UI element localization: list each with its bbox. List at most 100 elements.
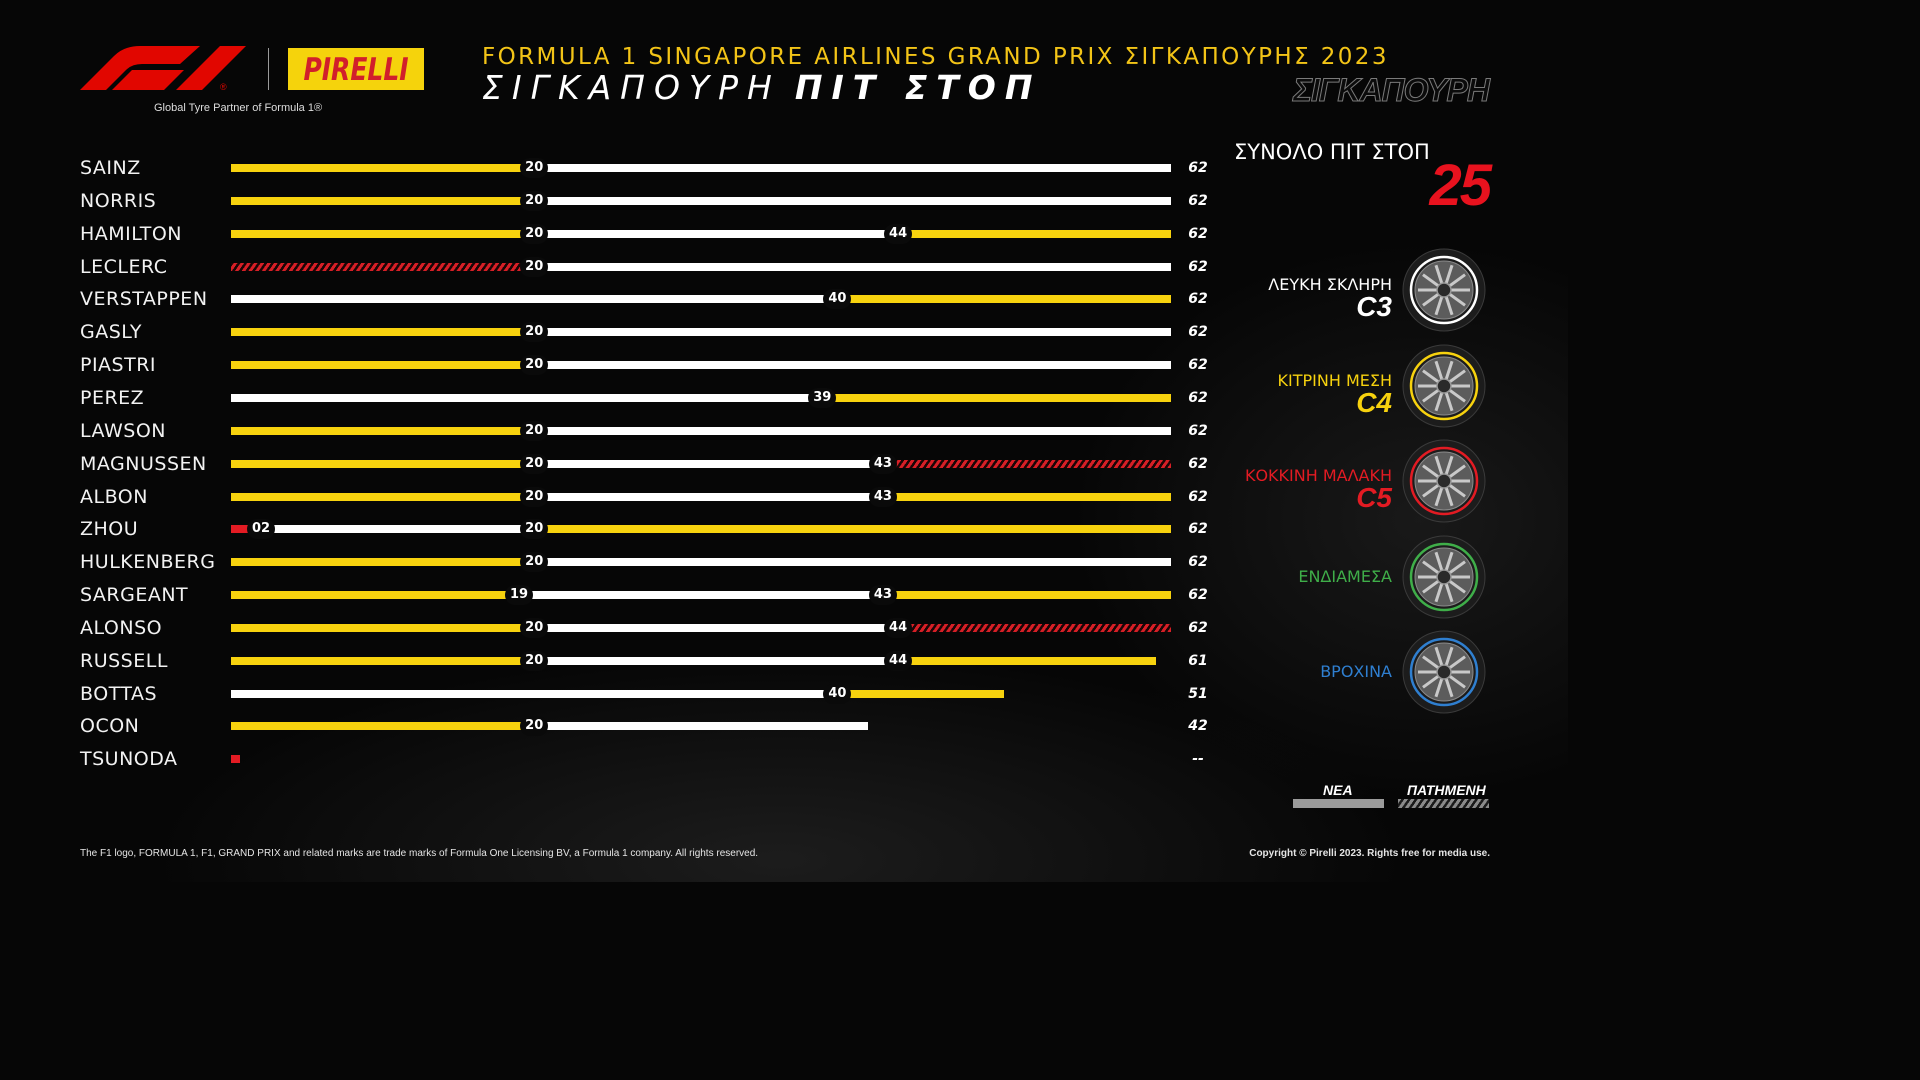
stint-bar-soft: [231, 262, 535, 271]
stint-bar-hard: [261, 525, 535, 534]
f1-logo-mark: ®: [80, 46, 246, 92]
driver-name: ALONSO: [80, 616, 163, 639]
pit-lap-label: 20: [520, 486, 549, 507]
pirelli-logo-text: PIRELLI: [303, 50, 409, 88]
driver-name: PEREZ: [80, 386, 145, 409]
compound-name-wet: ΒΡΟΧΙΝΑ: [1320, 662, 1392, 681]
page-title-bold: ΠΙΤ ΣΤΟΠ: [794, 68, 1042, 107]
pit-lap-label: 20: [520, 190, 549, 211]
logo-divider: [268, 48, 269, 90]
stint-bar-medium: [231, 492, 535, 501]
final-lap-label: 62: [1188, 357, 1208, 374]
compound-code-soft: C5: [1356, 482, 1392, 513]
page-title-light: ΣΙΓΚΑΠΟΥΡΗ: [482, 68, 781, 107]
driver-name: GASLY: [80, 321, 142, 344]
pit-lap-label: 20: [520, 420, 549, 441]
compound-code-medium: C4: [1356, 386, 1392, 418]
final-lap-label: 62: [1188, 192, 1208, 209]
tyre-intermediate-icon: [1402, 535, 1486, 618]
stint-bar-medium: [882, 492, 1171, 501]
pit-lap-label: 40: [823, 683, 852, 704]
pit-lap-label: 20: [520, 322, 549, 343]
stint-bar-soft: [882, 459, 1171, 468]
driver-name: NORRIS: [80, 189, 157, 212]
event-title: FORMULA 1 SINGAPORE AIRLINES GRAND PRIX …: [482, 44, 1389, 70]
driver-name: PIASTRI: [80, 354, 157, 377]
stint-bar-medium: [231, 722, 535, 731]
driver-name: HAMILTON: [80, 222, 183, 245]
pit-lap-label: 02: [247, 519, 275, 540]
final-lap-label: 61: [1188, 652, 1208, 669]
final-lap-label: 62: [1188, 389, 1208, 406]
pit-lap-label: 43: [868, 453, 897, 474]
total-pit-stops-value: 25: [1429, 153, 1491, 218]
pit-lap-label: 20: [520, 158, 549, 178]
final-lap-label: 62: [1188, 225, 1208, 242]
copyright-notice: Copyright © Pirelli 2023. Rights free fo…: [1249, 848, 1490, 859]
driver-name: LECLERC: [80, 255, 168, 278]
stint-bar-hard: [231, 393, 823, 402]
final-lap-label: 62: [1188, 324, 1208, 341]
compound-code-hard: C3: [1356, 291, 1392, 322]
pit-lap-label: 44: [884, 617, 913, 638]
stint-bar-medium: [231, 591, 520, 600]
driver-name: ZHOU: [80, 518, 139, 541]
pit-lap-label: 20: [520, 355, 549, 376]
legend-new-swatch: [1293, 799, 1384, 808]
stint-bar-medium: [231, 656, 535, 665]
stint-bar-hard: [534, 361, 1171, 370]
stint-bar-medium: [898, 656, 1156, 665]
compound-name-medium: ΚΙΤΡΙΝΗ ΜΕΣΗ: [1277, 370, 1393, 390]
total-pit-stops-label: ΣΥΝΟΛΟ ΠΙΤ ΣΤΟΠ: [1234, 140, 1430, 164]
pirelli-logo: PIRELLI: [288, 48, 424, 90]
pit-lap-label: 20: [520, 716, 549, 737]
pit-lap-label: 40: [823, 289, 852, 310]
compound-name-soft: ΚΟΚΚΙΝΗ ΜΑΛΑΚΗ: [1244, 466, 1392, 485]
pit-lap-label: 20: [520, 256, 549, 277]
background: [0, 0, 1568, 882]
stint-bar-hard: [534, 196, 1171, 205]
final-lap-label: 62: [1188, 554, 1208, 571]
driver-name: SAINZ: [80, 157, 141, 179]
tagline: Global Tyre Partner of Formula 1®: [154, 102, 323, 114]
final-lap-label: 62: [1188, 455, 1208, 472]
stint-bar-medium: [231, 361, 535, 370]
pit-lap-label: 43: [868, 486, 897, 507]
final-lap-label: 62: [1188, 258, 1208, 275]
stint-bar-medium: [231, 426, 535, 435]
stint-bar-hard: [534, 623, 899, 632]
stint-bar-soft: [231, 755, 240, 764]
page-title: ΣΙΓΚΑΠΟΥΡΗ ΠΙΤ ΣΤΟΠ: [482, 68, 1041, 107]
final-lap-label: 62: [1188, 422, 1208, 439]
pit-lap-label: 20: [520, 650, 549, 671]
stint-bar-soft: [231, 525, 249, 534]
pit-lap-label: 20: [520, 519, 549, 540]
tyre-soft-icon: [1402, 439, 1486, 523]
final-lap-label: 62: [1188, 488, 1208, 505]
stint-bar-medium: [837, 295, 1171, 304]
legend-new-label: ΝΕΑ: [1323, 782, 1353, 798]
stint-bar-hard: [534, 229, 899, 238]
stint-bar-hard: [534, 426, 1171, 435]
stint-bar-hard: [534, 558, 1171, 567]
stint-bar-hard: [534, 262, 1171, 271]
pit-lap-label: 43: [868, 585, 897, 606]
pit-lap-label: 20: [520, 552, 549, 573]
stint-bar-hard: [534, 656, 899, 665]
stint-bar-hard: [231, 689, 838, 698]
compound-name-intermediate: ΕΝΔΙΑΜΕΣΑ: [1298, 566, 1392, 586]
final-lap-label: 51: [1188, 685, 1208, 702]
stint-bar-hard: [534, 722, 868, 731]
pit-lap-label: 20: [520, 617, 549, 638]
stint-bar-hard: [534, 164, 1171, 172]
final-lap-label: --: [1192, 751, 1204, 768]
driver-name: ALBON: [80, 485, 148, 508]
driver-name: MAGNUSSEN: [80, 452, 207, 475]
trademark-notice: The F1 logo, FORMULA 1, F1, GRAND PRIX a…: [80, 848, 759, 859]
pit-lap-label: 44: [884, 650, 913, 671]
pit-lap-label: 44: [884, 223, 913, 244]
driver-name: BOTTAS: [80, 682, 158, 705]
pit-lap-label: 20: [520, 223, 549, 244]
tyre-hard-icon: [1402, 248, 1486, 332]
driver-name: LAWSON: [80, 419, 166, 442]
